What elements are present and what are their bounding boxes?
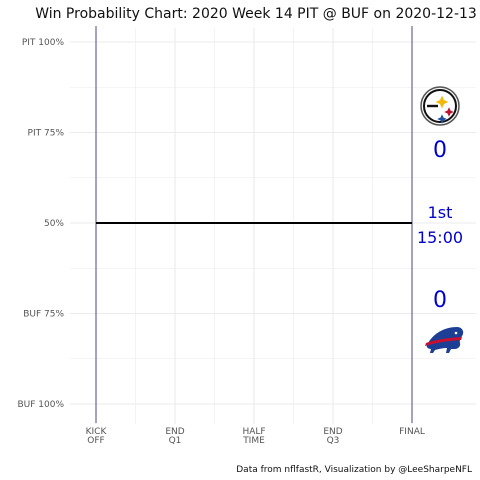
x-tick-label-line: TIME xyxy=(242,436,265,446)
x-tick-label: KICK OFF xyxy=(86,427,108,446)
y-tick-label: PIT 100% xyxy=(22,38,65,48)
x-tick-label: END Q1 xyxy=(165,427,184,446)
y-tick-label: BUF 75% xyxy=(23,310,64,320)
x-tick-label: END Q3 xyxy=(323,427,342,446)
bills-logo xyxy=(425,327,464,353)
x-tick-label-line: END xyxy=(323,427,342,437)
x-tick-label-line: OFF xyxy=(87,436,104,446)
x-tick-label-line: END xyxy=(165,427,184,437)
steelers-logo xyxy=(420,86,460,126)
y-tick-label: 50% xyxy=(44,219,64,229)
chart-caption: Data from nflfastR, Visualization by @Le… xyxy=(236,465,472,475)
top-team-score: 0 xyxy=(433,138,447,163)
bottom-team-score: 0 xyxy=(433,288,447,313)
chart-title: Win Probability Chart: 2020 Week 14 PIT … xyxy=(35,6,477,22)
grid-lines xyxy=(70,28,476,424)
x-tick-label-line: Q3 xyxy=(327,436,340,446)
x-tick-label: HALF TIME xyxy=(242,427,265,446)
y-tick-label: BUF 100% xyxy=(17,400,64,410)
y-axis-ticks: PIT 100% PIT 75% 50% BUF 75% BUF 100% xyxy=(17,38,64,410)
game-clock: 15:00 xyxy=(417,228,463,247)
x-tick-label-line: FINAL xyxy=(399,427,425,437)
x-tick-label-line: Q1 xyxy=(169,436,182,446)
period-vertical-lines xyxy=(95,26,413,423)
x-tick-label-line: KICK xyxy=(86,427,108,437)
x-tick-label: FINAL xyxy=(399,427,425,437)
y-tick-label: PIT 75% xyxy=(28,129,65,139)
quarter-label: 1st xyxy=(428,203,453,222)
x-tick-label-line: HALF xyxy=(242,427,265,437)
